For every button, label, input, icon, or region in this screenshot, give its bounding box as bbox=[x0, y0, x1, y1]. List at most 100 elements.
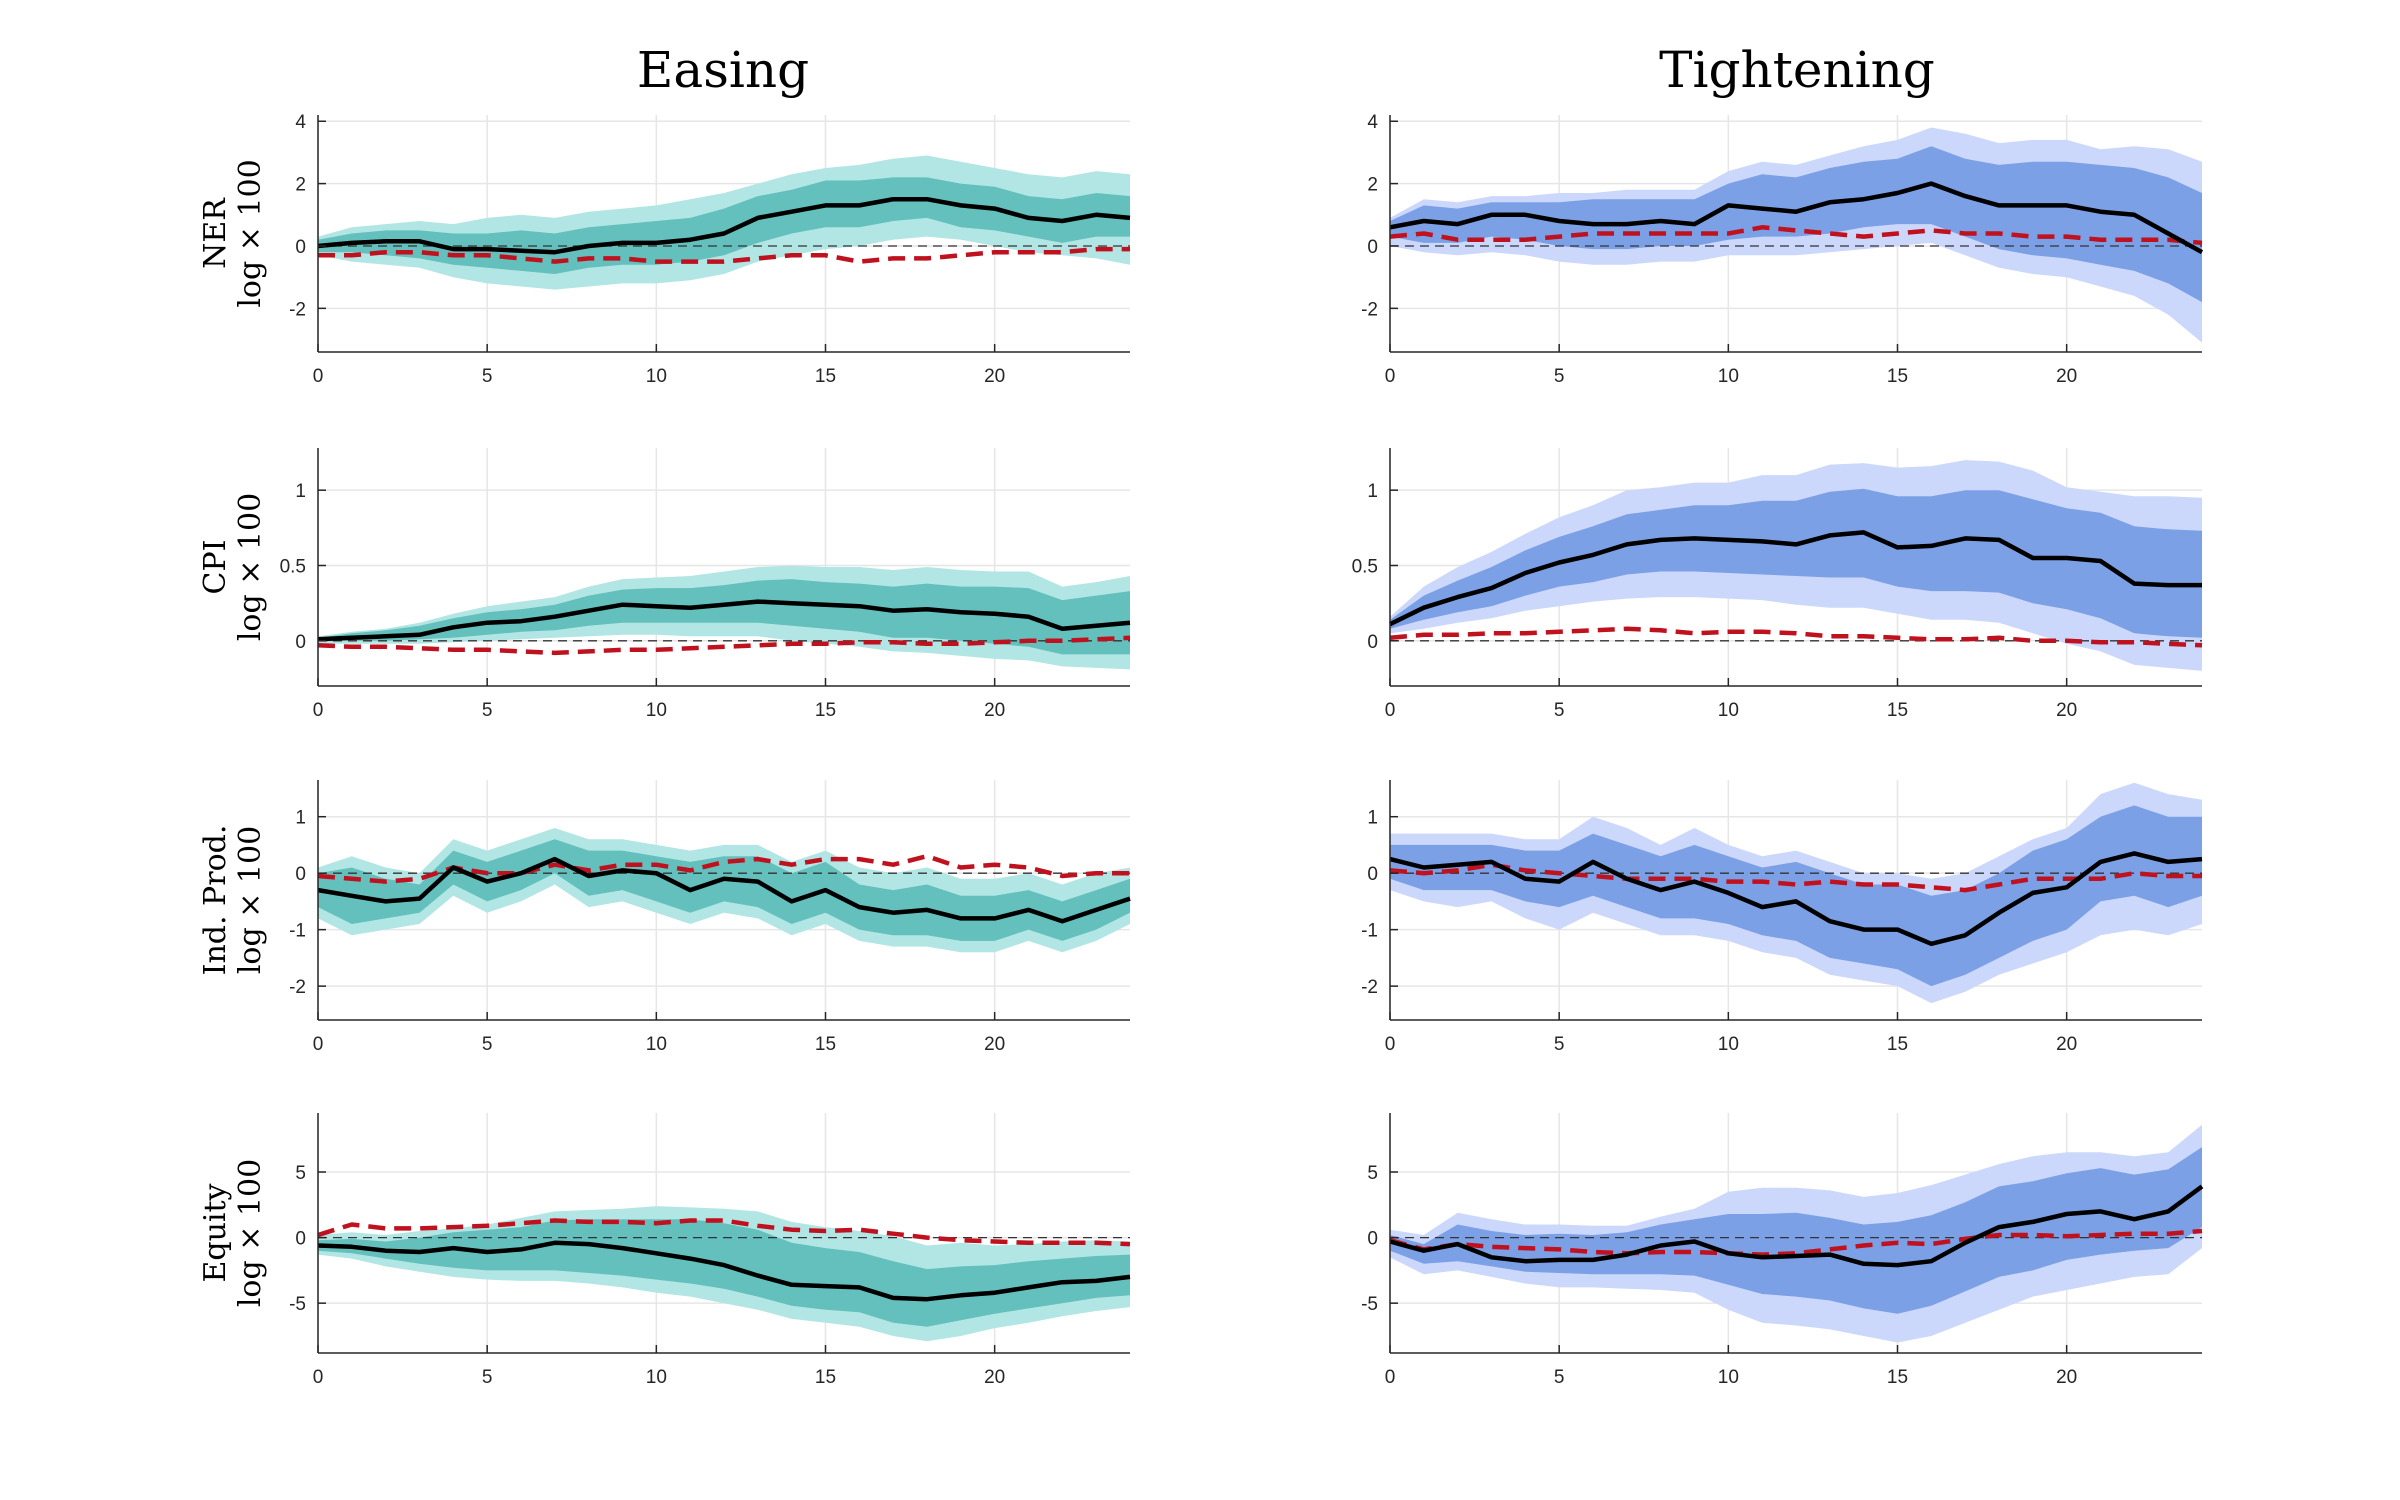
x-tick-label: 10 bbox=[1718, 1367, 1739, 1388]
baseline-response-line bbox=[1389, 862, 2202, 893]
impulse-response-line bbox=[1389, 851, 2203, 947]
baseline-response-line bbox=[318, 246, 1130, 264]
x-tick-label: 0 bbox=[313, 1367, 324, 1388]
x-tick-label: 0 bbox=[1385, 1367, 1396, 1388]
y-tick-label: 2 bbox=[1367, 175, 1378, 196]
x-tick-label: 10 bbox=[1718, 700, 1739, 721]
impulse-response-line bbox=[317, 599, 1131, 642]
y-tick-label: 0 bbox=[1367, 237, 1378, 258]
y-tick-label: 1 bbox=[295, 481, 306, 502]
y-tick-label: 0.5 bbox=[1352, 556, 1378, 577]
y-tick-label: 4 bbox=[1367, 112, 1378, 133]
x-tick-label: 15 bbox=[1887, 366, 1908, 387]
x-tick-label: 0 bbox=[313, 1034, 324, 1055]
x-tick-label: 20 bbox=[2056, 700, 2077, 721]
y-tick-label: -5 bbox=[1361, 1294, 1378, 1315]
x-tick-label: 20 bbox=[984, 700, 1005, 721]
baseline-response-line bbox=[317, 635, 1131, 656]
panel-ner-easing: 0 5 10 15 20 -2 0 2 4 NER log × 100 bbox=[198, 112, 1131, 387]
inner-confidence-band bbox=[1390, 146, 2202, 303]
y-tick-label: 4 bbox=[295, 112, 306, 133]
inner-confidence-band bbox=[1390, 488, 2202, 638]
x-tick-label: 5 bbox=[1554, 1367, 1565, 1388]
y-axis-label: Ind. Prod. bbox=[198, 825, 233, 976]
x-tick-label: 15 bbox=[815, 1367, 836, 1388]
y-tick-label: -2 bbox=[1361, 977, 1378, 998]
x-tick-label: 20 bbox=[984, 366, 1005, 387]
y-tick-label: 0 bbox=[1367, 864, 1378, 885]
x-tick-label: 15 bbox=[815, 700, 836, 721]
y-tick-label: 5 bbox=[295, 1163, 306, 1184]
y-tick-label: 5 bbox=[1367, 1163, 1378, 1184]
impulse-response-line bbox=[317, 856, 1131, 924]
panel-equity-easing: 0 5 10 15 20 -5 0 5 Equity log × 100 bbox=[198, 1113, 1131, 1388]
x-tick-label: 10 bbox=[646, 700, 667, 721]
x-tick-label: 15 bbox=[1887, 1367, 1908, 1388]
y-tick-label: 0 bbox=[295, 237, 306, 258]
x-tick-label: 10 bbox=[1718, 1034, 1739, 1055]
x-tick-label: 5 bbox=[1554, 1034, 1565, 1055]
x-tick-label: 0 bbox=[1385, 700, 1396, 721]
inner-confidence-band bbox=[1390, 805, 2202, 987]
panel-cpi-tightening: 0 5 10 15 20 0 0.5 1 bbox=[1352, 448, 2203, 721]
x-tick-label: 5 bbox=[1554, 366, 1565, 387]
x-tick-label: 15 bbox=[1887, 1034, 1908, 1055]
y-tick-label: 1 bbox=[1367, 481, 1378, 502]
y-tick-label: -1 bbox=[1361, 921, 1378, 942]
baseline-response-line bbox=[1389, 225, 2203, 246]
column-title-easing: Easing bbox=[637, 41, 809, 99]
y-tick-label: -1 bbox=[289, 921, 306, 942]
y-tick-label: -2 bbox=[289, 299, 306, 320]
y-tick-label: -2 bbox=[289, 977, 306, 998]
x-tick-label: 20 bbox=[2056, 1034, 2077, 1055]
x-tick-label: 0 bbox=[1385, 366, 1396, 387]
y-tick-label: 0 bbox=[1367, 1229, 1378, 1250]
x-tick-label: 5 bbox=[482, 1367, 493, 1388]
inner-confidence-band bbox=[1390, 1147, 2202, 1314]
y-axis-label: log × 100 bbox=[233, 826, 268, 974]
y-tick-label: -5 bbox=[289, 1294, 306, 1315]
x-tick-label: 10 bbox=[646, 1367, 667, 1388]
impulse-response-line bbox=[1389, 181, 2204, 255]
y-axis-label: NER bbox=[198, 197, 233, 269]
y-tick-label: 0.5 bbox=[280, 556, 306, 577]
y-tick-label: 1 bbox=[1367, 808, 1378, 829]
y-axis-label: log × 100 bbox=[233, 1159, 268, 1307]
x-tick-label: 10 bbox=[646, 1034, 667, 1055]
y-axis-label: Equity bbox=[198, 1183, 233, 1282]
column-title-tightening: Tightening bbox=[1659, 41, 1935, 99]
y-tick-label: 2 bbox=[295, 175, 306, 196]
y-tick-label: 0 bbox=[295, 864, 306, 885]
panel-cpi-easing: 0 5 10 15 20 0 0.5 1 CPI log × 100 bbox=[198, 448, 1131, 721]
impulse-response-line bbox=[317, 196, 1131, 255]
x-tick-label: 10 bbox=[646, 366, 667, 387]
panel-ner-tightening: 0 5 10 15 20 -2 0 2 4 bbox=[1361, 112, 2204, 387]
x-tick-label: 15 bbox=[815, 1034, 836, 1055]
baseline-response-line bbox=[1389, 626, 2203, 648]
x-tick-label: 20 bbox=[984, 1367, 1005, 1388]
x-tick-label: 15 bbox=[1887, 700, 1908, 721]
inner-confidence-band bbox=[318, 579, 1130, 655]
impulse-response-line bbox=[1389, 1184, 2204, 1268]
impulse-response-line bbox=[1389, 530, 2202, 627]
y-tick-label: 0 bbox=[295, 632, 306, 653]
y-axis-label: log × 100 bbox=[233, 159, 268, 307]
y-tick-label: -2 bbox=[1361, 299, 1378, 320]
x-tick-label: 0 bbox=[1385, 1034, 1396, 1055]
x-tick-label: 0 bbox=[313, 700, 324, 721]
panel-ip-tightening: 0 5 10 15 20 -2 -1 0 1 bbox=[1361, 780, 2203, 1055]
x-tick-label: 15 bbox=[815, 366, 836, 387]
y-axis-label: CPI bbox=[198, 540, 233, 595]
y-tick-label: 1 bbox=[295, 808, 306, 829]
x-tick-label: 5 bbox=[482, 700, 493, 721]
panel-equity-tightening: 0 5 10 15 20 -5 0 5 bbox=[1361, 1113, 2204, 1388]
y-tick-label: 0 bbox=[295, 1229, 306, 1250]
x-tick-label: 20 bbox=[2056, 1367, 2077, 1388]
x-tick-label: 5 bbox=[482, 1034, 493, 1055]
panel-ip-easing: 0 5 10 15 20 -2 -1 0 1 Ind. Prod. log × 100 bbox=[198, 780, 1131, 1055]
impulse-response-line bbox=[317, 1240, 1131, 1302]
y-axis-label: log × 100 bbox=[233, 493, 268, 641]
x-tick-label: 10 bbox=[1718, 366, 1739, 387]
x-tick-label: 20 bbox=[2056, 366, 2077, 387]
